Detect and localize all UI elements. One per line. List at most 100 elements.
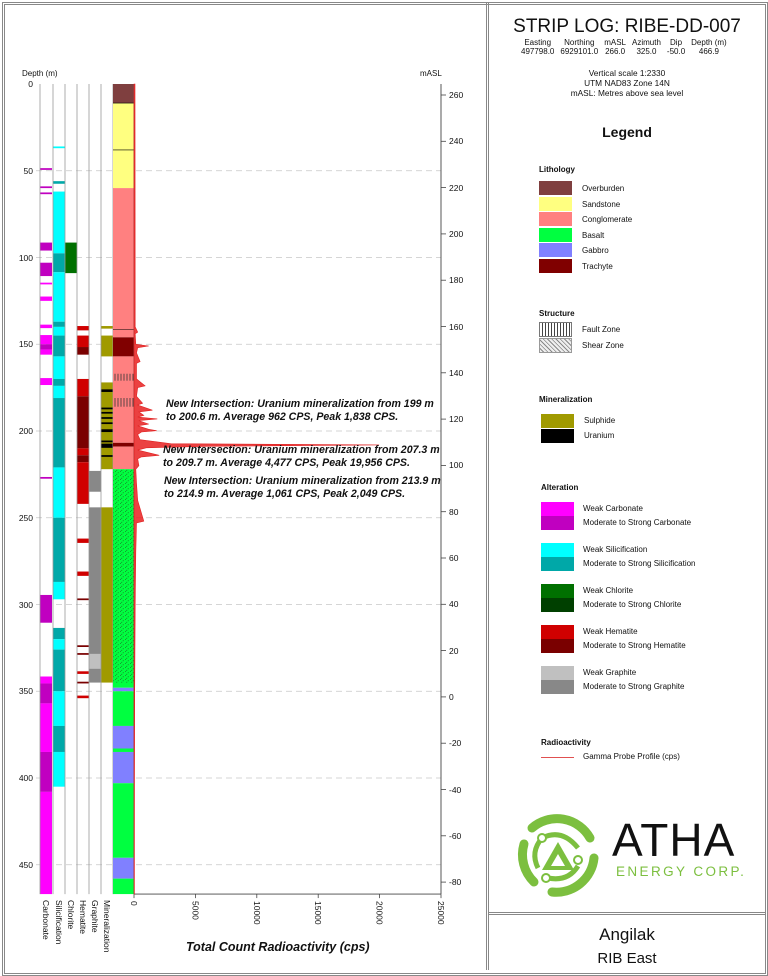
legend-swatch xyxy=(541,414,574,428)
carbonate-interval xyxy=(40,296,52,301)
x-tick-label: 25000 xyxy=(436,901,446,925)
log-metadata: Vertical scale 1:2330 UTM NAD83 Zone 14N… xyxy=(489,68,765,98)
masl-tick-label: 160 xyxy=(449,321,464,332)
collar-header: Azimuth xyxy=(632,38,661,47)
collar-value: 497798.0 xyxy=(521,47,555,56)
lithology-basalt xyxy=(113,748,134,752)
hematite-interval xyxy=(77,671,89,674)
depth-tick-label: 300 xyxy=(18,599,33,610)
lithology-gabbro xyxy=(113,725,134,749)
legend-title: Legend xyxy=(602,124,652,140)
legend-label: Weak Hematite xyxy=(583,627,638,636)
lithology-sandstone xyxy=(113,103,134,189)
silicification-interval xyxy=(53,649,65,692)
collar-header: Dip xyxy=(670,38,683,47)
x-tick-label: 10000 xyxy=(251,901,262,925)
legend-label: Conglomerate xyxy=(582,215,633,224)
depth-tick-label: 0 xyxy=(28,79,33,89)
masl-tick-label: 220 xyxy=(449,182,464,193)
legend-swatch-weak xyxy=(541,543,574,557)
masl-tick-label: 80 xyxy=(449,506,459,517)
annotation-line: to 214.9 m. Average 1,061 CPS, Peak 2,04… xyxy=(164,488,406,500)
gridlines xyxy=(36,170,441,866)
legend-label: Moderate to Strong Silicification xyxy=(583,559,696,568)
legend-swatch xyxy=(539,196,572,211)
mineralization-interval xyxy=(101,440,113,443)
depth-tick-label: 50 xyxy=(23,165,33,176)
fault-zone-swatch xyxy=(539,322,572,337)
legend-heading-lithology: Lithology xyxy=(539,165,575,174)
x-axis-title: Total Count Radioactivity (cps) xyxy=(186,940,370,954)
carbonate-interval xyxy=(40,594,52,623)
carbonate-interval xyxy=(40,676,52,684)
gamma-profile xyxy=(133,83,380,895)
hematite-interval xyxy=(77,571,89,576)
lithology-basalt xyxy=(113,691,134,726)
silicification-interval xyxy=(53,335,65,357)
legend-heading-structure: Structure xyxy=(539,309,575,318)
hematite-interval xyxy=(77,396,89,449)
legend-swatch xyxy=(539,258,572,273)
collar-header: Depth (m) xyxy=(691,38,727,47)
column-label-carbonate: Carbonate xyxy=(41,900,51,940)
area-name: RIB East xyxy=(597,950,657,967)
hematite-interval xyxy=(77,462,89,504)
hematite-interval xyxy=(77,653,89,655)
carbonate-interval xyxy=(40,683,52,704)
legend-label: Gabbro xyxy=(582,246,609,255)
legend-swatch xyxy=(539,212,572,226)
legend-swatch-strong xyxy=(541,516,574,530)
silicification-interval xyxy=(53,467,65,518)
legend-swatch-weak xyxy=(541,625,574,639)
legend-label: Moderate to Strong Graphite xyxy=(583,682,685,691)
legend-label: Moderate to Strong Chlorite xyxy=(583,600,682,609)
hematite-interval xyxy=(77,598,89,601)
legend-label: Trachyte xyxy=(582,261,613,271)
mineralization-interval xyxy=(101,507,113,683)
legend-label: Moderate to Strong Carbonate xyxy=(583,518,692,527)
masl-tick-label: -60 xyxy=(449,830,462,841)
masl-tick-label: -20 xyxy=(449,738,462,749)
collar-value: 6929101.0 xyxy=(560,47,599,56)
masl-tick-label: -80 xyxy=(449,877,462,888)
lithology-gabbro xyxy=(113,857,134,879)
shear-zone-swatch xyxy=(539,338,572,353)
alteration-columns xyxy=(39,84,114,895)
legend-label: Weak Chlorite xyxy=(583,586,634,595)
mineralization-interval xyxy=(101,335,113,357)
silicification-interval xyxy=(53,691,65,726)
legend-label: Uranium xyxy=(584,431,615,440)
lithology-conglomerate xyxy=(113,446,134,470)
column-label-chlorite: Chlorite xyxy=(66,900,76,930)
mineralization-interval xyxy=(101,411,113,414)
silicification-interval xyxy=(53,751,65,787)
silicification-interval xyxy=(53,321,65,327)
carbonate-interval xyxy=(40,282,52,285)
depth-tick-label: 250 xyxy=(18,512,33,523)
projection: UTM NAD83 Zone 14N xyxy=(584,78,670,88)
silicification-interval xyxy=(53,627,65,640)
masl-tick-label: 120 xyxy=(449,414,464,425)
info-panel xyxy=(486,2,765,970)
carbonate-interval xyxy=(40,262,52,277)
logo-wordmark: ATHA xyxy=(612,814,736,866)
graphite-interval xyxy=(89,653,101,669)
silicification-interval xyxy=(53,581,65,600)
depth-tick-label: 100 xyxy=(18,252,33,263)
lithology-column xyxy=(113,84,134,895)
annotation-2: New Intersection: Uranium mineralization… xyxy=(163,444,440,470)
legend-swatch-strong xyxy=(541,598,574,612)
mineralization-interval xyxy=(101,455,113,457)
strip-log-title: STRIP LOG: RIBE-DD-007 xyxy=(513,16,741,37)
column-label-hematite: Hematite xyxy=(78,900,88,935)
chlorite-interval xyxy=(65,242,77,274)
collar-value: 466.9 xyxy=(698,47,719,56)
silicification-interval xyxy=(53,272,65,322)
carbonate-interval xyxy=(40,324,52,329)
collar-value: -50.0 xyxy=(666,47,686,56)
legend-label: Weak Carbonate xyxy=(583,504,643,513)
legend-swatch-weak xyxy=(541,502,574,516)
carbonate-interval xyxy=(40,751,52,792)
logo-subtitle: ENERGY CORP. xyxy=(616,864,747,879)
